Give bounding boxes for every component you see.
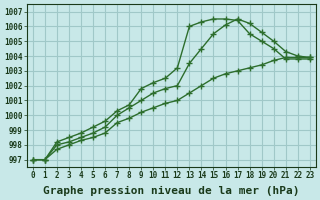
- X-axis label: Graphe pression niveau de la mer (hPa): Graphe pression niveau de la mer (hPa): [43, 186, 300, 196]
